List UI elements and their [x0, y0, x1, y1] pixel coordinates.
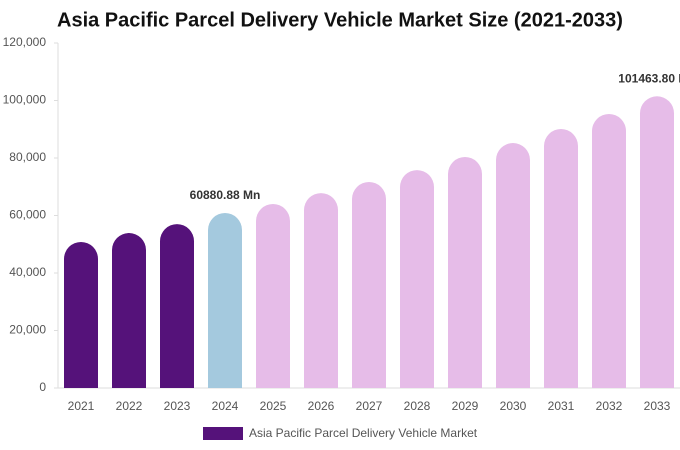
bar: [112, 233, 146, 388]
x-tick-label: 2025: [260, 399, 287, 413]
y-tick-label: 60,000: [9, 208, 46, 222]
y-tick-label: 100,000: [3, 93, 47, 107]
x-tick-label: 2032: [596, 399, 623, 413]
legend-label: Asia Pacific Parcel Delivery Vehicle Mar…: [249, 426, 478, 440]
bar: [352, 182, 386, 388]
bar: [64, 241, 98, 388]
x-tick-label: 2021: [68, 399, 95, 413]
x-tick-label: 2029: [452, 399, 479, 413]
bar: [496, 143, 530, 388]
x-tick-label: 2027: [356, 399, 383, 413]
chart-title: Asia Pacific Parcel Delivery Vehicle Mar…: [57, 9, 623, 31]
data-label: 101463.80 Mn: [618, 71, 680, 85]
data-label: 60880.88 Mn: [190, 188, 261, 202]
bar: [640, 96, 674, 389]
legend-swatch: [203, 427, 243, 440]
bar: [256, 204, 290, 388]
bar: [448, 156, 482, 388]
x-tick-label: 2031: [548, 399, 575, 413]
y-tick-label: 80,000: [9, 150, 46, 164]
x-tick-label: 2028: [404, 399, 431, 413]
bar: [160, 224, 194, 388]
y-tick-label: 40,000: [9, 265, 46, 279]
y-tick-label: 20,000: [9, 323, 46, 337]
bar: [400, 170, 434, 388]
y-tick-label: 120,000: [3, 35, 47, 49]
x-tick-label: 2033: [644, 399, 671, 413]
bar: [544, 128, 578, 388]
x-tick-label: 2030: [500, 399, 527, 413]
bar: [208, 212, 242, 388]
bar: [592, 114, 626, 388]
y-tick-label: 0: [39, 380, 46, 394]
x-tick-label: 2022: [116, 399, 143, 413]
x-tick-label: 2024: [212, 399, 239, 413]
bar: [304, 193, 338, 388]
x-tick-label: 2026: [308, 399, 335, 413]
x-tick-label: 2023: [164, 399, 191, 413]
